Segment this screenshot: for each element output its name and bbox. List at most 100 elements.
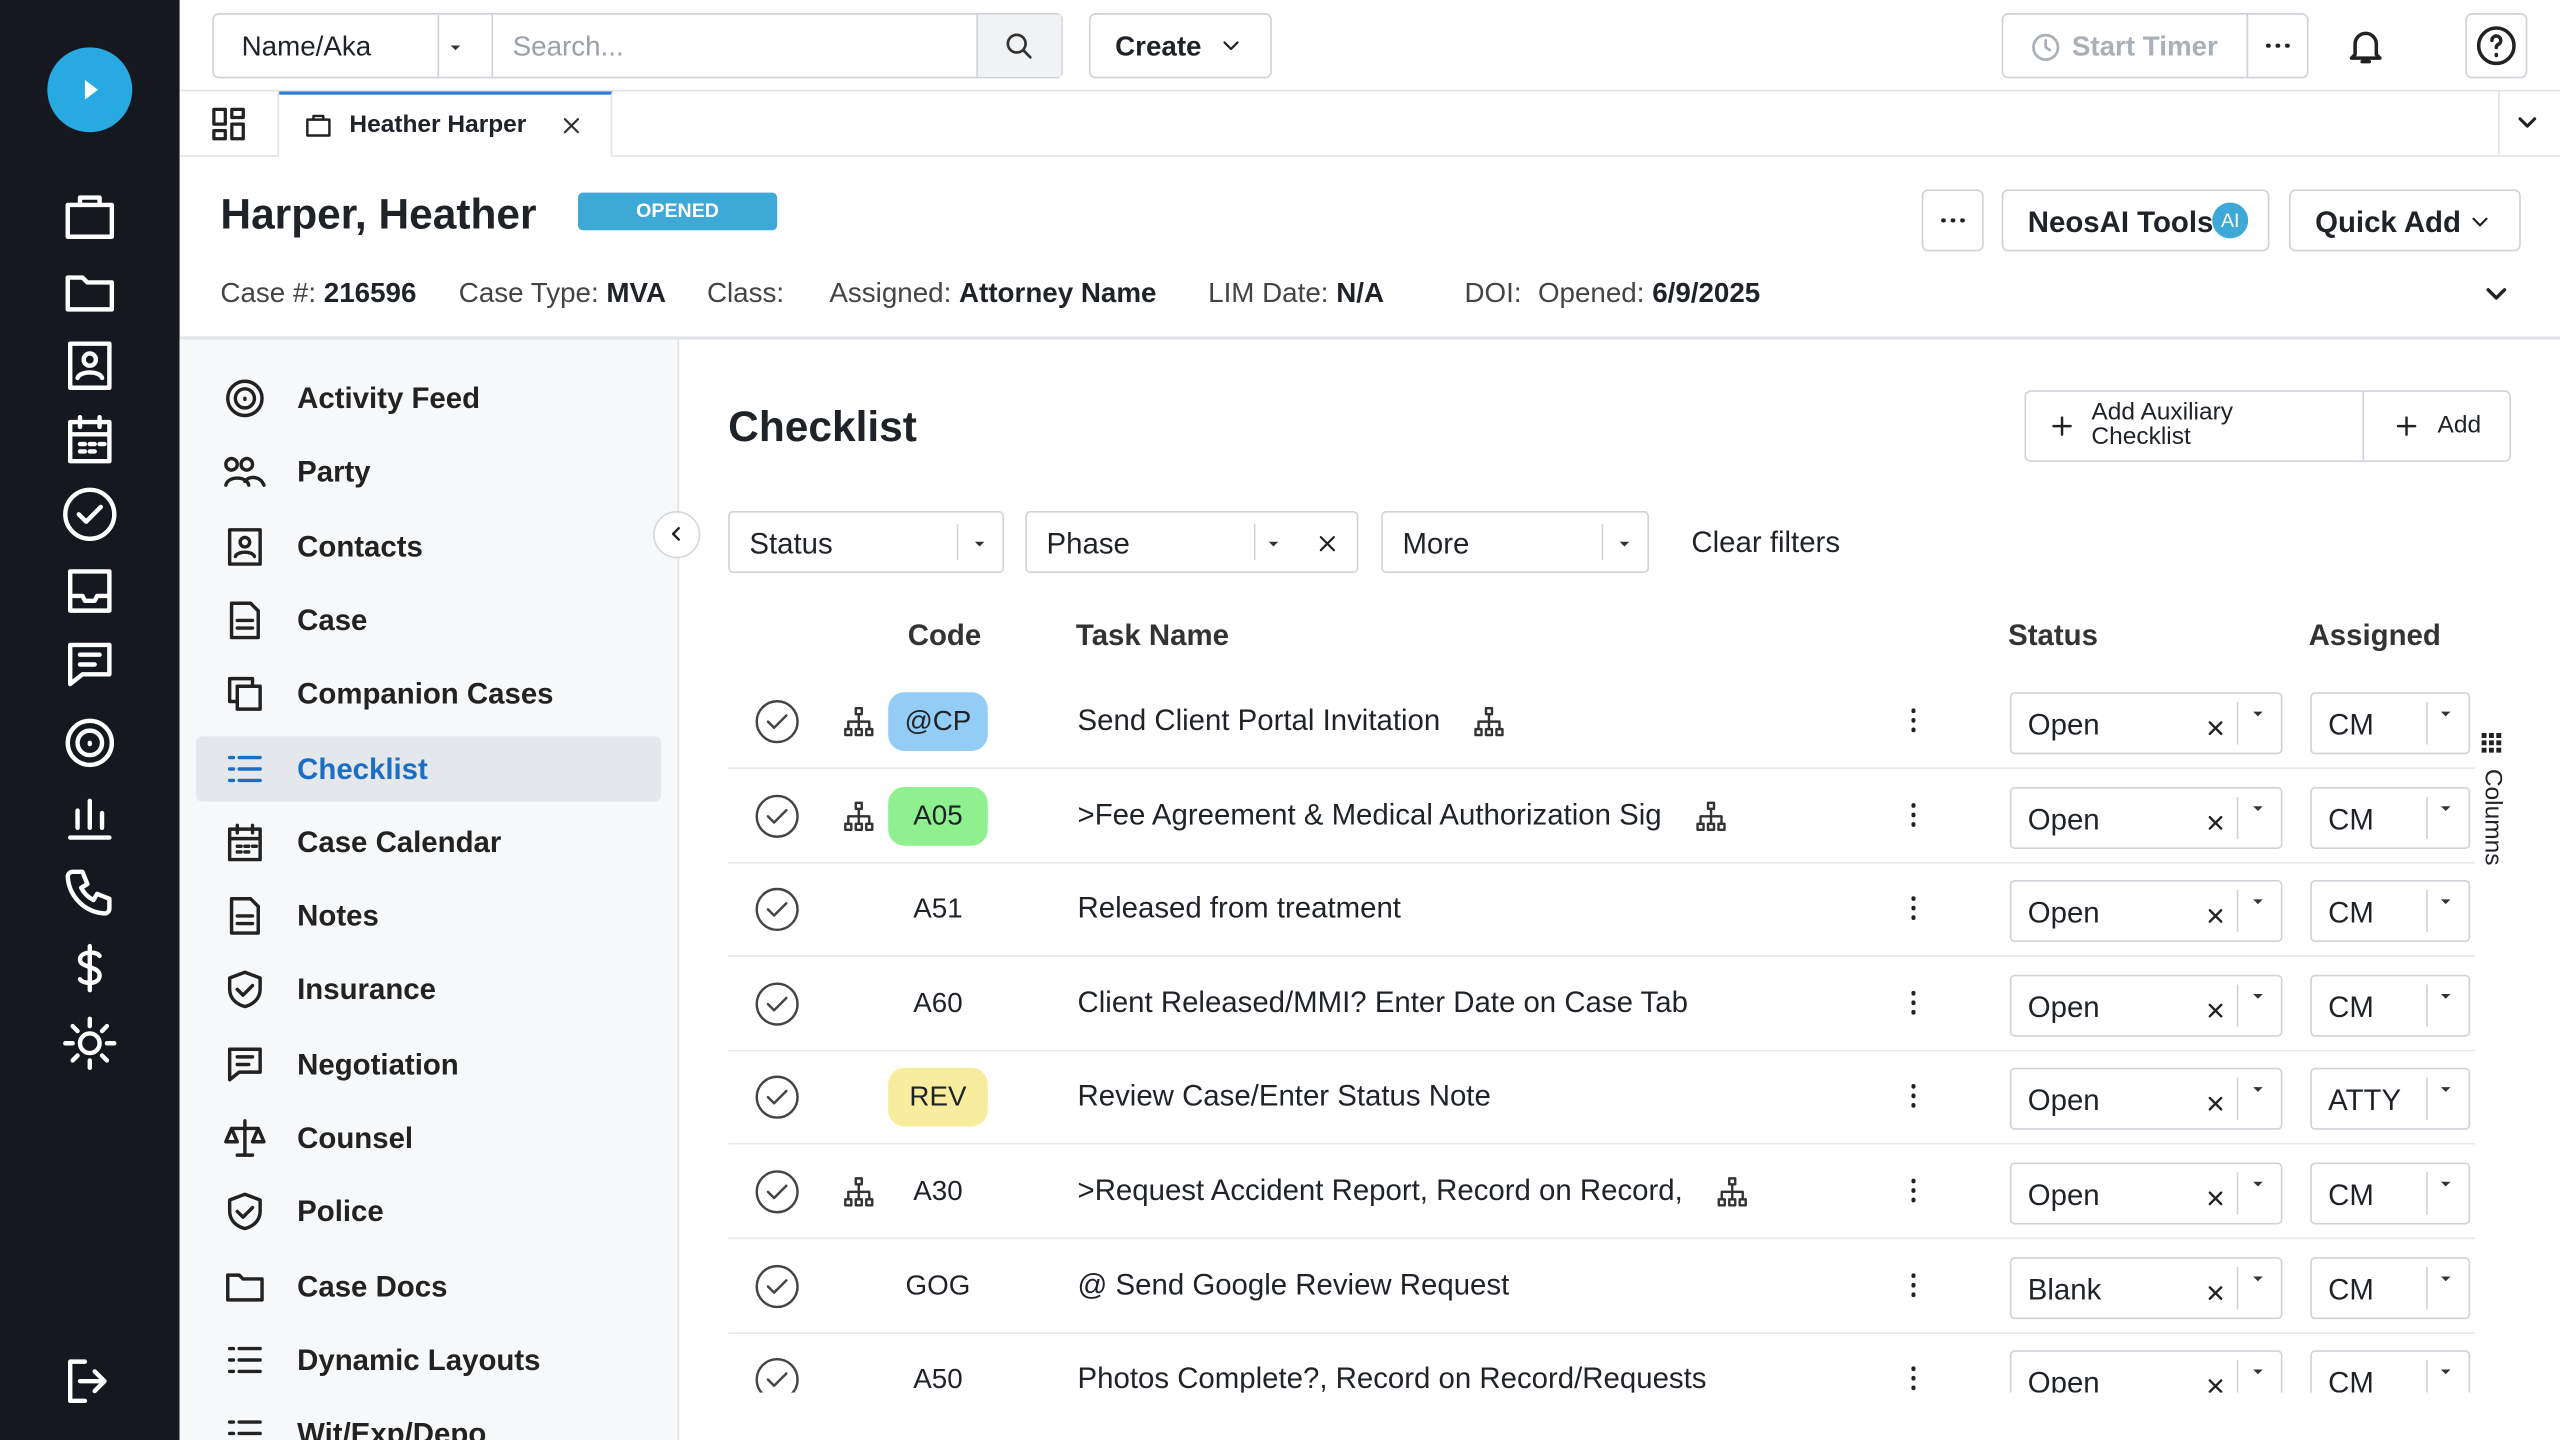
rail-icon xyxy=(67,642,112,687)
more-button[interactable] xyxy=(1921,189,1984,252)
complete-toggle xyxy=(755,888,799,932)
nav-item[interactable]: Case Calendar xyxy=(196,809,661,874)
nav-item[interactable]: Dynamic Layouts xyxy=(196,1327,661,1392)
add-button[interactable]: Add xyxy=(2437,411,2482,440)
columns-toggle[interactable]: Columns xyxy=(2479,768,2507,866)
search-button[interactable] xyxy=(976,14,1062,77)
field-value: 216596 xyxy=(323,277,417,309)
assigned-value: CM xyxy=(2328,990,2374,1024)
status-select[interactable]: Open xyxy=(2009,786,2283,849)
nav-item[interactable]: Notes xyxy=(196,883,661,948)
nav-item[interactable]: Case Docs xyxy=(196,1253,661,1318)
nav-label: Checklist xyxy=(297,751,428,785)
code-pill: A05 xyxy=(888,786,988,846)
nav-item[interactable]: Activity Feed xyxy=(196,366,661,431)
nav-label: Case Docs xyxy=(297,1269,448,1303)
status-select[interactable]: Open xyxy=(2009,1350,2283,1393)
task-name: Photos Complete?, Record on Record/Reque… xyxy=(1077,1361,1707,1393)
field-label: Case #: xyxy=(220,277,317,309)
filter-select[interactable]: Phase xyxy=(1025,511,1359,574)
help-button[interactable] xyxy=(2465,13,2528,79)
caret-shape xyxy=(2440,1181,2451,1187)
filter-label: Status xyxy=(749,527,833,560)
assigned-value: CM xyxy=(2328,896,2374,930)
start-timer-label: Start Timer xyxy=(2071,31,2218,63)
start-timer-button[interactable]: Start Timer xyxy=(2001,13,2249,79)
rail-icon-shape xyxy=(63,487,117,541)
workflow-icon xyxy=(844,1177,874,1207)
filter-select[interactable]: Status xyxy=(728,511,1005,574)
divider xyxy=(1601,524,1604,560)
task-name: Review Case/Enter Status Note xyxy=(1077,1079,1491,1113)
neosai-button[interactable]: NeosAI Tools AI xyxy=(2001,189,2270,252)
assigned-value: CM xyxy=(2328,1272,2374,1306)
nav-item[interactable]: Party xyxy=(196,440,661,505)
status-select[interactable]: Open xyxy=(2009,974,2283,1037)
nav-item[interactable]: Contacts xyxy=(196,514,661,579)
nav-item[interactable]: Insurance xyxy=(196,957,661,1022)
create-button[interactable]: Create xyxy=(1088,13,1272,79)
nav-item[interactable]: Police xyxy=(196,1179,661,1244)
status-select[interactable]: Blank xyxy=(2009,1256,2283,1319)
case-tab[interactable]: Heather Harper xyxy=(279,91,613,157)
assigned-select[interactable]: CM xyxy=(2310,974,2471,1037)
rail-icon-shape xyxy=(65,718,115,768)
top-bar: Name/Aka Search... Create Start Timer xyxy=(179,0,2560,92)
field-label: LIM Date: xyxy=(1208,277,1329,309)
nav-item[interactable]: Negotiation xyxy=(196,1031,661,1096)
nav-item[interactable]: Case xyxy=(196,588,661,653)
assigned-select[interactable]: CM xyxy=(2310,1256,2471,1319)
caret xyxy=(2440,805,2451,811)
nav-label: Case Calendar xyxy=(297,825,502,859)
clear-icon-shape xyxy=(2208,1003,2223,1018)
nav-label: Activity Feed xyxy=(297,382,481,415)
search-icon-shape xyxy=(1006,33,1032,59)
nav-item[interactable]: Companion Cases xyxy=(196,662,661,727)
status-select[interactable]: Open xyxy=(2009,1162,2283,1225)
collapse-icon-shape xyxy=(671,526,680,541)
nav-item[interactable]: Checklist xyxy=(195,735,662,801)
search-field[interactable]: Name/Aka xyxy=(241,31,372,63)
quick-add-button[interactable]: Quick Add xyxy=(2288,189,2521,252)
nav-item[interactable]: Wit/Exp/Depo xyxy=(196,1401,661,1440)
workflow-icon-shape xyxy=(1695,800,1726,831)
timer-more-button[interactable] xyxy=(2246,13,2309,79)
nav-icon-shape xyxy=(227,1047,262,1081)
assigned-select[interactable]: CM xyxy=(2310,786,2471,849)
columns-icon-shape xyxy=(2481,733,2502,753)
tab-close xyxy=(563,118,580,134)
row-menu xyxy=(1911,1272,1916,1297)
filter-select[interactable]: More xyxy=(1381,511,1649,574)
rail-icon xyxy=(77,943,102,993)
nav-icon xyxy=(224,457,266,488)
caret-shape xyxy=(2253,1087,2263,1093)
rail-icon xyxy=(65,869,112,916)
status-value: Open xyxy=(2027,708,2100,742)
clock-icon-shape xyxy=(2032,33,2060,61)
status-value: Open xyxy=(2027,1084,2100,1118)
assigned-select[interactable]: CM xyxy=(2310,1162,2471,1225)
add-aux-button[interactable]: Add Auxiliary Checklist xyxy=(2091,398,2234,451)
assigned-select[interactable]: CM xyxy=(2310,880,2471,943)
search-input[interactable]: Search... xyxy=(512,31,624,63)
complete-toggle-shape xyxy=(755,1076,799,1120)
caret-shape xyxy=(1619,541,1630,547)
status-select[interactable]: Open xyxy=(2009,1068,2283,1131)
nav-icon xyxy=(227,1193,262,1231)
status-select[interactable]: Open xyxy=(2009,692,2283,755)
collapse-icon xyxy=(671,526,680,541)
task-name: >Request Accident Report, Record on Reco… xyxy=(1077,1173,1683,1207)
caret-shape xyxy=(2440,1275,2451,1281)
nav-item[interactable]: Counsel xyxy=(196,1105,661,1170)
collapse-nav[interactable] xyxy=(653,511,701,559)
assigned-select[interactable]: ATTY xyxy=(2310,1068,2471,1131)
expand-header xyxy=(2486,288,2507,300)
status-select[interactable]: Open xyxy=(2009,880,2283,943)
clear-filters[interactable]: Clear filters xyxy=(1691,525,1841,559)
plus-icon xyxy=(2396,416,2417,436)
rows: @CP Send Client Portal Invitation Open CM A0… xyxy=(728,674,2476,1393)
assigned-select[interactable]: CM xyxy=(2310,692,2471,755)
assigned-select[interactable]: CM xyxy=(2310,1350,2471,1393)
divider xyxy=(2236,1078,2239,1121)
field-value: MVA xyxy=(606,277,667,309)
